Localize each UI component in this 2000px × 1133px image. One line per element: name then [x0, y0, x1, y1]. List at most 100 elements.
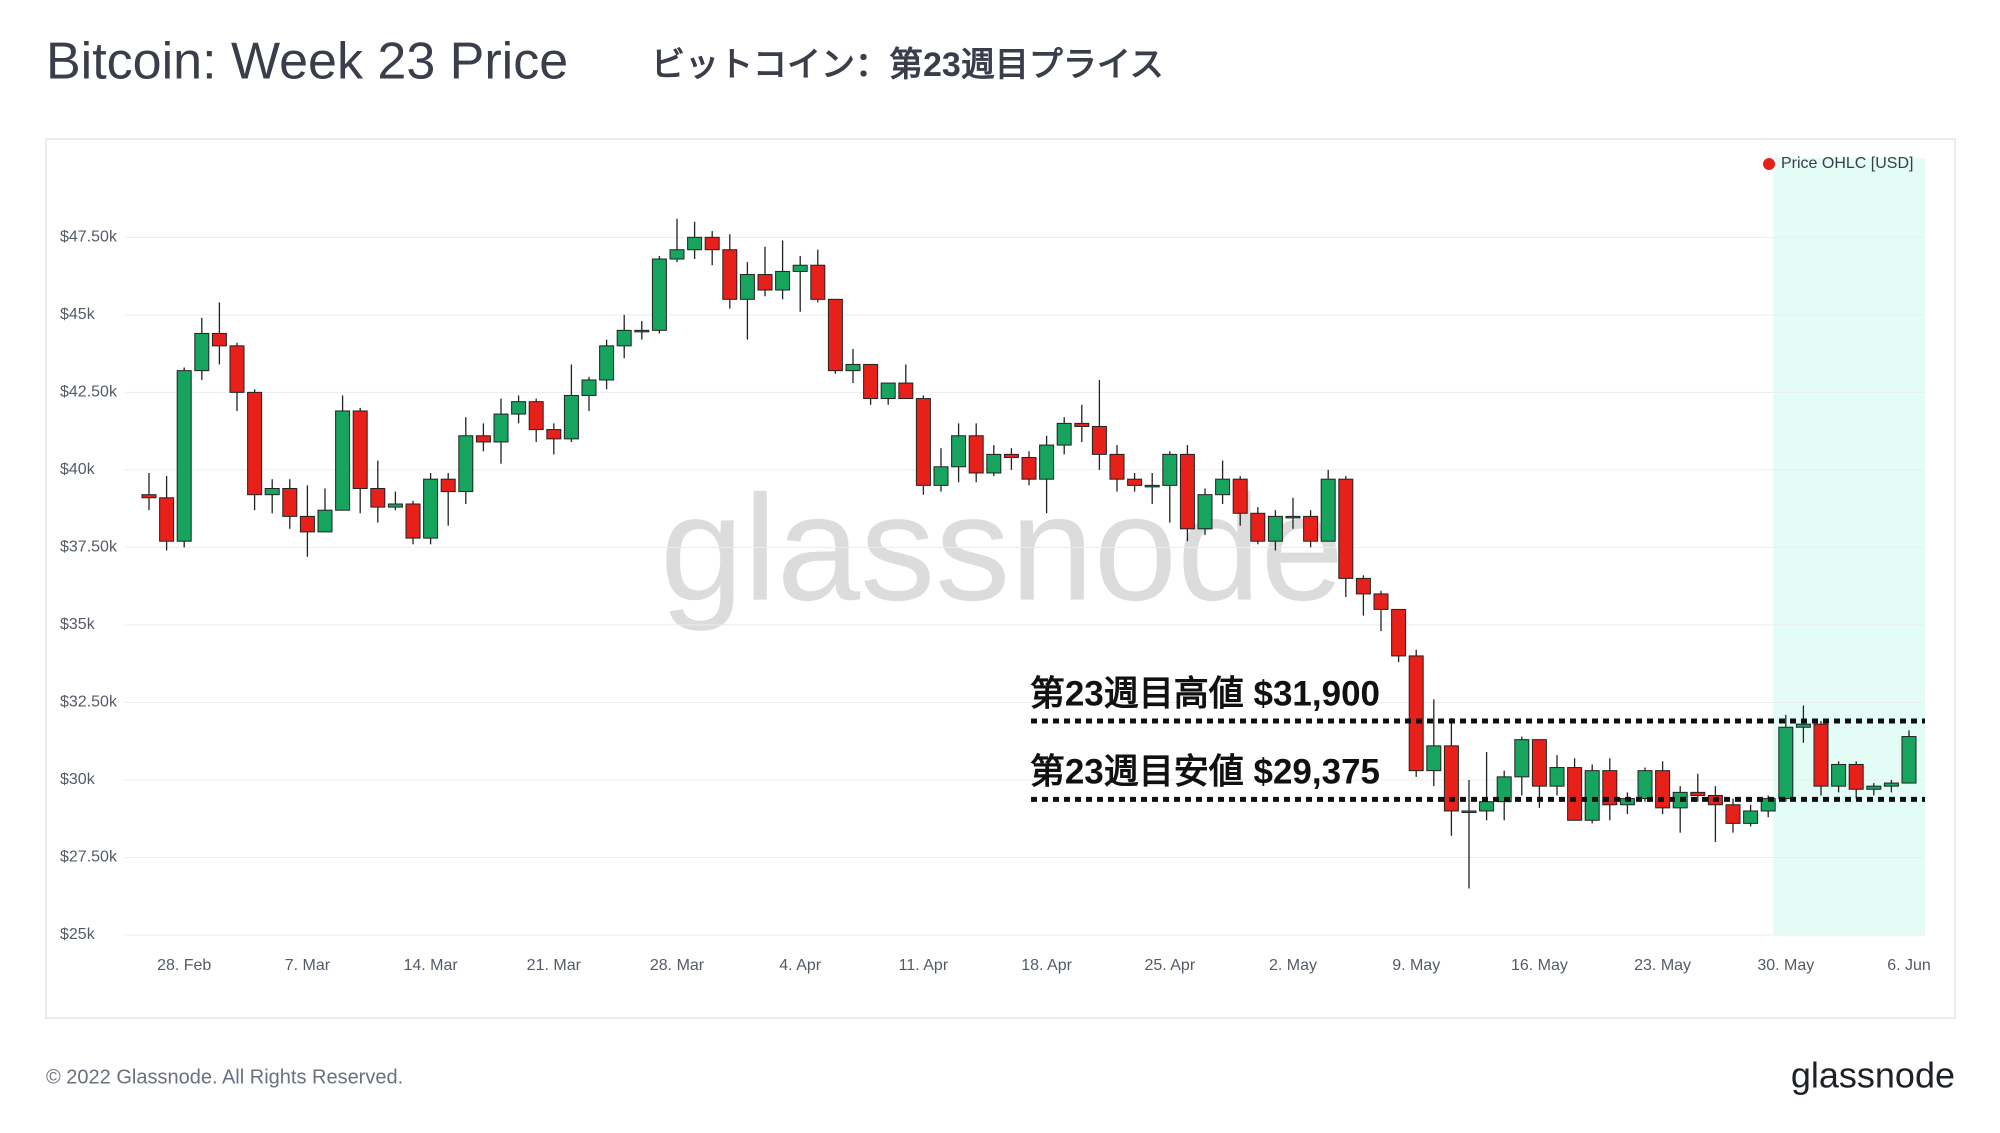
candle-body: [722, 249, 738, 300]
y-tick-label: $47.50k: [60, 229, 118, 246]
candle-body: [194, 332, 210, 372]
candle-body: [1479, 801, 1495, 812]
annotation-label: 第23週目高値 $31,900: [1030, 674, 1380, 713]
candle-body: [370, 487, 386, 508]
candle-body: [933, 466, 949, 486]
x-tick-label: 25. Apr: [1144, 957, 1195, 974]
candle-body: [264, 487, 280, 496]
candle-body: [669, 249, 685, 260]
candle-body: [1426, 745, 1442, 772]
candle-body: [176, 370, 192, 542]
legend-label: Price OHLC [USD]: [1781, 155, 1913, 172]
candle-body: [141, 494, 157, 499]
candle-body: [458, 435, 474, 493]
candle-body: [1303, 515, 1319, 542]
candle-body: [229, 345, 245, 393]
candle-body: [1373, 593, 1389, 610]
candle-body: [159, 497, 175, 542]
candle-body: [1461, 810, 1477, 813]
x-tick-label: 18. Apr: [1021, 957, 1072, 974]
x-tick-label: 14. Mar: [403, 957, 458, 974]
candle-body: [1514, 739, 1530, 778]
chart-title: Bitcoin: Week 23 Price: [46, 33, 568, 91]
x-tick-label: 7. Mar: [285, 957, 331, 974]
candle-body: [1743, 810, 1759, 824]
x-tick-label: 6. Jun: [1887, 957, 1931, 974]
chart-subtitle: ビットコイン：第23週目プライス: [651, 46, 1164, 84]
candle-body: [1637, 770, 1653, 800]
candle-body: [810, 264, 826, 300]
candle-body: [1690, 791, 1706, 796]
candle-body: [1320, 478, 1336, 542]
legend-marker: [1763, 158, 1775, 170]
candle-body: [1215, 478, 1231, 496]
candle-body: [546, 429, 562, 440]
candle-body: [757, 274, 773, 291]
y-tick-label: $27.50k: [60, 849, 118, 866]
x-tick-label: 2. May: [1269, 957, 1317, 974]
candle-body: [1179, 453, 1195, 530]
candle-body: [898, 382, 914, 400]
candle-body: [211, 332, 227, 347]
candle-body: [1549, 767, 1565, 787]
candle-body: [1127, 478, 1143, 486]
candle-body: [880, 382, 896, 400]
y-tick-label: $45k: [60, 306, 96, 323]
candle-body: [1778, 726, 1794, 800]
candle-body: [1338, 478, 1354, 579]
x-tick-label: 9. May: [1392, 957, 1440, 974]
candle-body: [1813, 723, 1829, 787]
candle-body: [1232, 478, 1248, 514]
candle-body: [282, 487, 298, 517]
candle-body: [1003, 453, 1019, 458]
y-tick-label: $37.50k: [60, 539, 118, 556]
y-tick-label: $40k: [60, 461, 96, 478]
candle-body: [634, 329, 650, 333]
candle-body: [1531, 739, 1547, 787]
candle-body: [915, 398, 931, 486]
candle-body: [651, 258, 667, 331]
candle-body: [1831, 763, 1847, 787]
candle-body: [1866, 785, 1882, 790]
y-tick-label: $35k: [60, 616, 96, 633]
candle-body: [1144, 484, 1160, 488]
candle-body: [1109, 453, 1125, 480]
candle-body: [405, 503, 421, 539]
logo: glassnode: [1791, 1055, 1955, 1096]
candle-body: [1162, 453, 1178, 486]
y-tick-label: $42.50k: [60, 384, 118, 401]
x-tick-label: 28. Mar: [650, 957, 705, 974]
candle-body: [387, 503, 403, 508]
highlight-region: [1773, 158, 1925, 935]
candle-body: [1267, 515, 1283, 542]
candle-body: [845, 363, 861, 372]
candle-body: [317, 509, 333, 533]
chart-frame: [45, 138, 1956, 1019]
candle-body: [528, 401, 544, 431]
y-tick-label: $25k: [60, 926, 96, 943]
candle-body: [599, 345, 615, 381]
candle-body: [1391, 608, 1407, 657]
candle-body: [475, 435, 491, 443]
candle-body: [511, 401, 527, 415]
x-tick-label: 11. Apr: [899, 957, 949, 974]
candle-body: [739, 274, 755, 300]
candle-body: [247, 391, 263, 496]
candle-body: [792, 264, 808, 272]
candle-body: [986, 453, 1002, 474]
candle-body: [1056, 422, 1072, 446]
candle-body: [581, 379, 597, 396]
candle-body: [1795, 723, 1811, 728]
candle-body: [1091, 425, 1107, 455]
copyright: © 2022 Glassnode. All Rights Reserved.: [46, 1066, 403, 1088]
candle-body: [951, 435, 967, 468]
candle-body: [1725, 804, 1741, 824]
candle-body: [1883, 782, 1899, 787]
candle-body: [1901, 736, 1917, 784]
candle-body: [1408, 655, 1424, 772]
candle-body: [1039, 444, 1055, 480]
candle-body: [352, 410, 368, 489]
candle-body: [616, 329, 632, 347]
